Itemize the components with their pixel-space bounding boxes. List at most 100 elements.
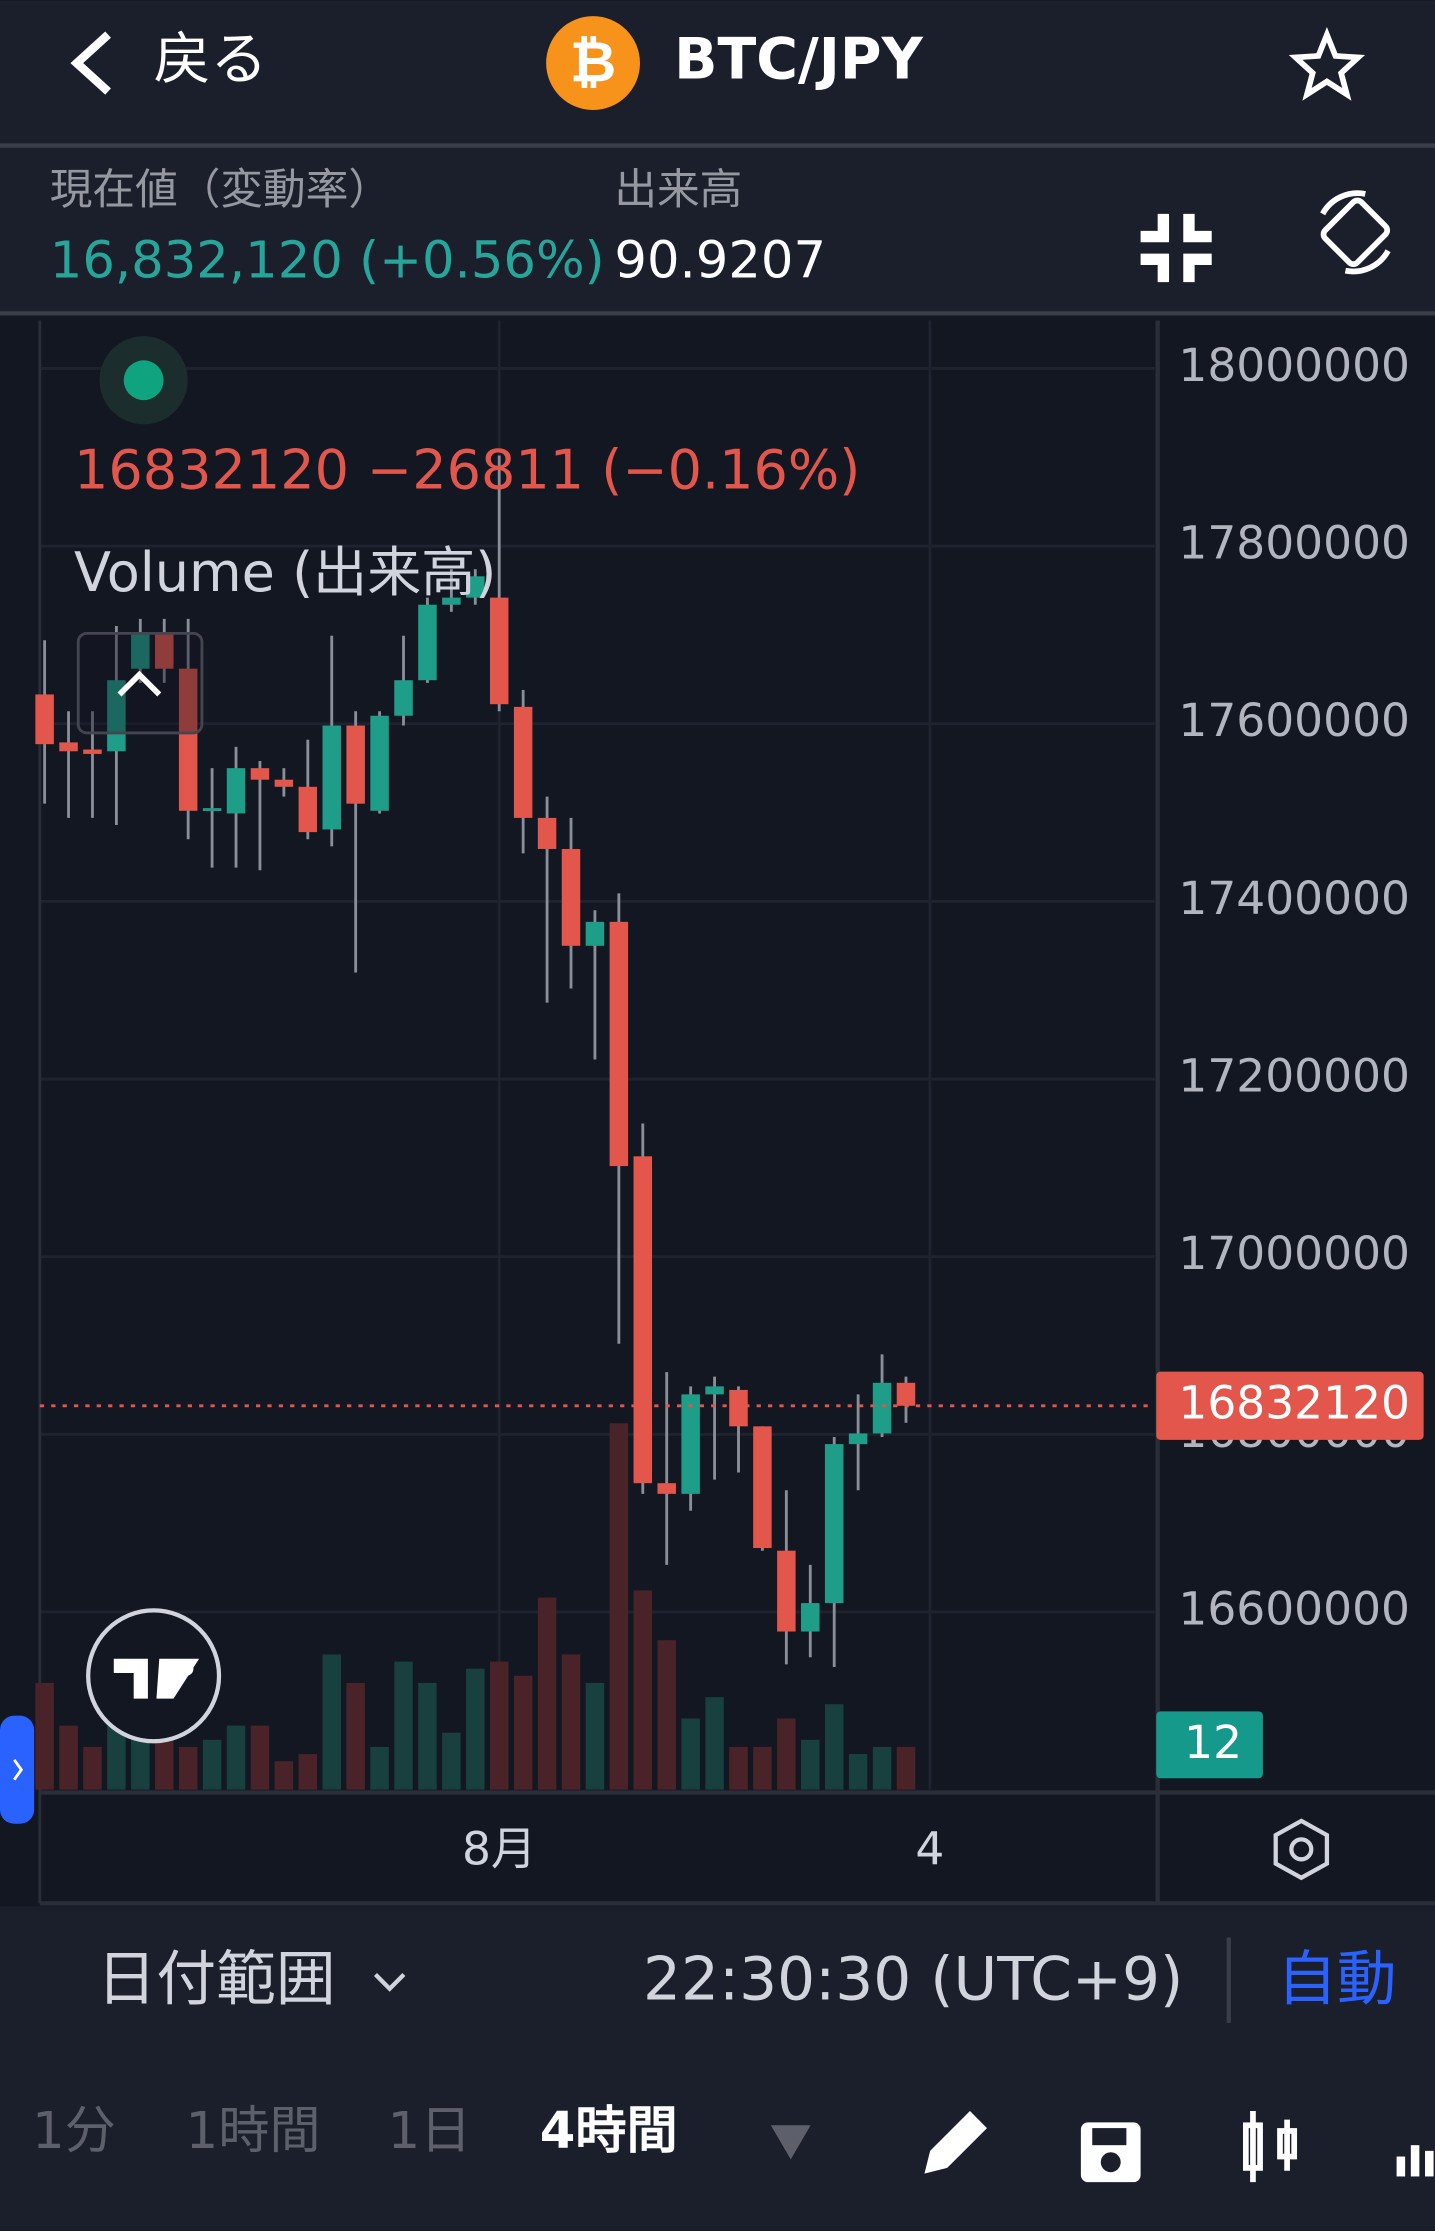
volume-bar — [202, 1739, 222, 1790]
tradingview-mark[interactable] — [113, 1658, 200, 1699]
candle-body — [872, 1382, 892, 1434]
side-tab[interactable] — [0, 1715, 35, 1824]
volume-value: 90.9207 — [614, 231, 826, 291]
volume-bar — [657, 1640, 676, 1790]
back-icon[interactable] — [70, 31, 111, 95]
last-price-label: 16832120 — [1178, 1376, 1410, 1429]
x-tick-label: 8月 — [462, 1823, 536, 1876]
candle-body — [609, 921, 629, 1167]
favorite-star[interactable] — [1288, 26, 1366, 101]
pair-title: BTC/JPY — [674, 27, 924, 93]
settings-icon[interactable] — [1289, 1837, 1314, 1862]
status-dot — [123, 360, 164, 401]
volume-bar — [274, 1761, 294, 1790]
candle-body — [896, 1382, 916, 1406]
volume-bar — [298, 1754, 318, 1790]
y-tick-label: 18000000 — [1178, 339, 1410, 392]
candle-body — [418, 604, 437, 681]
candle-body — [394, 680, 413, 716]
y-tick-label: 16600000 — [1178, 1582, 1410, 1635]
indicators-icon[interactable] — [1396, 2145, 1434, 2177]
save-icon[interactable] — [1080, 2122, 1141, 2183]
collapse-legend-button[interactable] — [76, 631, 204, 735]
settings-icon[interactable] — [1273, 1818, 1330, 1881]
candle-body — [250, 768, 270, 780]
candle-body — [537, 817, 557, 849]
volume-bar — [705, 1697, 724, 1790]
volume-bar — [872, 1746, 892, 1790]
volume-bar — [489, 1661, 509, 1790]
volume-bar — [394, 1661, 413, 1790]
timeframe[interactable]: 1時間 — [186, 2101, 321, 2161]
volume-bar — [513, 1675, 533, 1790]
chevron-up[interactable] — [117, 670, 162, 697]
tradingview-dot — [179, 1661, 194, 1676]
candle-body — [298, 786, 318, 833]
volume-badge-label: 12 — [1184, 1716, 1242, 1769]
volume-bar — [537, 1597, 557, 1790]
volume-badge — [1156, 1711, 1263, 1779]
candle-body — [753, 1426, 772, 1549]
y-tick-label: 17600000 — [1178, 694, 1410, 747]
candle-body — [226, 768, 246, 814]
candle-body — [178, 668, 198, 811]
price-value: 16,832,120 (+0.56%) — [50, 231, 605, 291]
candle-body — [466, 576, 485, 598]
y-tick-label: 17200000 — [1178, 1050, 1410, 1103]
volume-bar — [370, 1746, 389, 1790]
candle-body — [131, 633, 150, 669]
timeframe[interactable]: 1分 — [32, 2101, 116, 2161]
candle-body — [274, 779, 294, 787]
volume-label: 出来高 — [614, 165, 742, 215]
tradingview-logo[interactable] — [86, 1608, 222, 1744]
candle-body — [370, 715, 389, 811]
volume-bar — [777, 1718, 796, 1790]
volume-bar — [226, 1725, 246, 1790]
timeframe[interactable]: 4時間 — [540, 2101, 678, 2161]
back-button[interactable]: 戻る — [70, 27, 268, 95]
legend-change: −26811 (−0.16%) — [367, 439, 860, 502]
candle-body — [681, 1394, 700, 1494]
auto-scale[interactable]: 自動 — [1277, 1946, 1396, 2015]
candle-body — [824, 1444, 844, 1604]
volume-bar — [824, 1704, 844, 1790]
date-range[interactable]: 日付範囲 — [97, 1946, 336, 2015]
candle-body — [154, 633, 174, 669]
bitcoin-icon — [546, 16, 640, 111]
legend-price: 16832120 — [74, 439, 349, 502]
volume-bar — [178, 1746, 198, 1790]
chart-type-icon[interactable] — [1243, 2111, 1298, 2183]
x-tick-label: 4 — [915, 1823, 944, 1876]
volume-bar — [848, 1754, 868, 1790]
candle-body — [633, 1156, 653, 1484]
candle-body — [801, 1603, 820, 1632]
timeframe[interactable]: 1日 — [388, 2101, 472, 2161]
candle-body — [848, 1433, 868, 1445]
back-label[interactable]: 戻る — [154, 27, 268, 93]
candle-body — [59, 742, 78, 752]
volume-bar — [322, 1654, 341, 1790]
more-timeframes[interactable] — [770, 2125, 811, 2160]
volume-bar — [466, 1668, 485, 1790]
volume-bar — [107, 1725, 126, 1790]
toolbar-bg — [0, 1906, 1435, 2231]
volume-bar — [83, 1746, 102, 1790]
clock: 22:30:30 (UTC+9) — [643, 1946, 1183, 2015]
candle-body — [561, 848, 581, 946]
volume-bar — [250, 1725, 270, 1790]
volume-bar — [35, 1682, 54, 1790]
candle-body — [83, 749, 102, 754]
volume-bar — [154, 1739, 174, 1790]
side-tab-arrow[interactable] — [13, 1758, 24, 1781]
dropdown-icon[interactable] — [373, 1973, 406, 1992]
y-tick-label: 17800000 — [1178, 517, 1410, 570]
draw-icon[interactable] — [924, 2111, 988, 2174]
volume-bar — [418, 1682, 437, 1790]
chart: 18000000 17800000 17600000 17400000 17200000… — [35, 320, 1435, 1906]
y-tick-label: 17000000 — [1178, 1227, 1410, 1280]
rotate-icon[interactable] — [1320, 190, 1391, 275]
price-label: 現在値（変動率） — [50, 165, 391, 215]
collapse-icon[interactable] — [1140, 213, 1212, 283]
